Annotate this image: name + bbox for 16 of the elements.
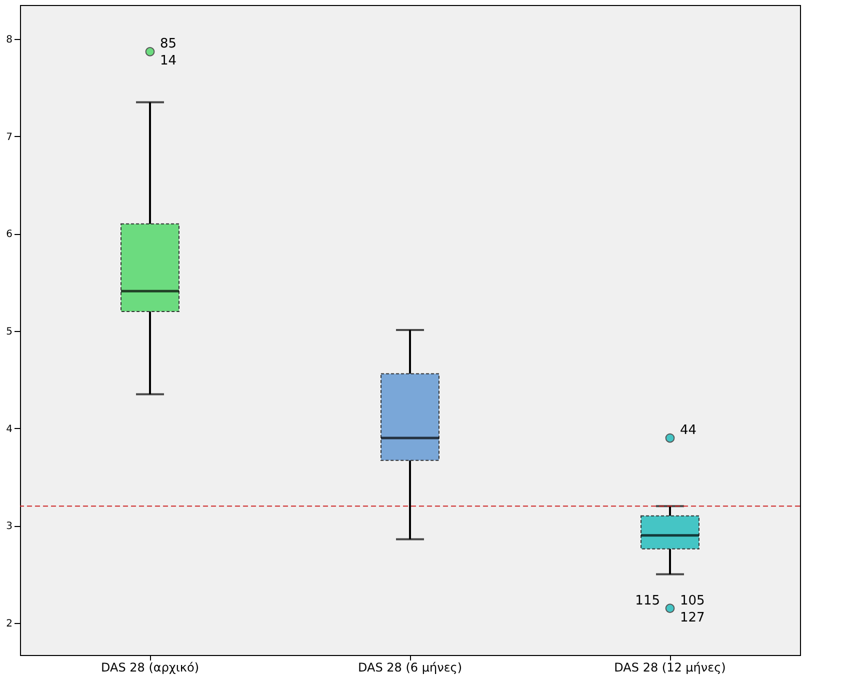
y-tick-label: 4: [6, 424, 12, 435]
y-tick-label: 2: [6, 618, 12, 630]
y-tick-label: 3: [6, 521, 12, 532]
y-tick-label: 6: [6, 229, 12, 240]
y-tick-label: 5: [6, 326, 12, 338]
x-tick-label: DAS 28 (αρχικό): [100, 660, 200, 674]
annotation: 44: [680, 423, 697, 438]
annotation: 127: [680, 610, 705, 626]
annotation: 105: [680, 593, 705, 608]
annotation: 115: [635, 593, 660, 608]
annotation: 85: [160, 36, 177, 52]
annotation: 14: [160, 54, 177, 69]
y-tick-label: 7: [6, 132, 12, 143]
x-tick-label: DAS 28 (6 μήνες): [358, 660, 462, 674]
x-tick-label: DAS 28 (12 μήνες): [614, 660, 726, 674]
y-tick-label: 8: [6, 34, 12, 46]
